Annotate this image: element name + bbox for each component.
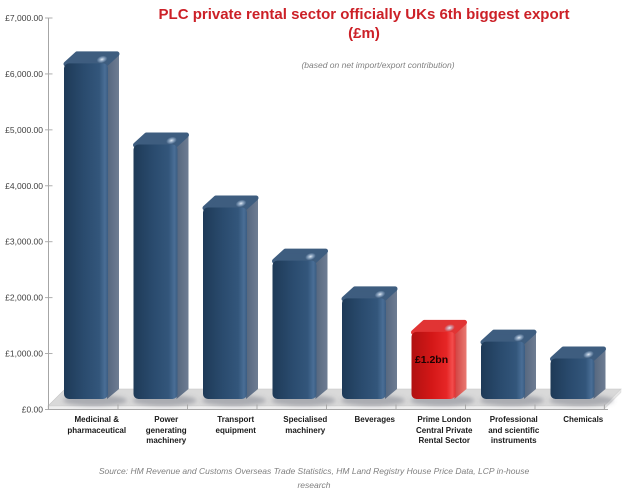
- y-tick-label: £6,000.00: [5, 69, 43, 79]
- bar-glint: [96, 55, 108, 64]
- bar-side-face: [315, 251, 328, 399]
- bar-side-face: [593, 349, 606, 399]
- source-line-1: Source: HM Revenue and Customs Overseas …: [98, 466, 530, 476]
- bar-top-face: [550, 346, 606, 362]
- x-axis: [48, 404, 608, 410]
- source-note: Source: HM Revenue and Customs Overseas …: [0, 464, 628, 492]
- chart-title: PLC private rental sector officially UKs…: [100, 5, 628, 43]
- y-tick-label: £3,000.00: [5, 237, 43, 247]
- bar-glint: [305, 252, 316, 261]
- plot-area: £1.2bn £0.00 £1,000.00 £2,000.00 £3,000.00 £4…: [5, 13, 622, 415]
- source-line-2: research: [297, 480, 331, 490]
- chart-subtitle: (based on net import/export contribution…: [301, 60, 455, 70]
- bar-front-face: [272, 260, 317, 399]
- y-tick-label: £2,000.00: [5, 293, 43, 303]
- bar-front-face: [411, 331, 456, 399]
- y-tick-label: £4,000.00: [5, 181, 43, 191]
- bar-glint: [235, 199, 247, 208]
- bar: [271, 248, 336, 406]
- bar-top-face: [133, 132, 189, 148]
- bar-top-face: [63, 51, 120, 67]
- bar-top-face: [272, 248, 328, 264]
- chart-title-line-1: PLC private rental sector officially UKs…: [158, 6, 570, 23]
- bar-glint: [583, 350, 594, 359]
- bar-side-face: [107, 54, 119, 400]
- bar-top-face: [480, 329, 537, 345]
- y-tick-label: £1,000.00: [5, 349, 43, 359]
- bar: [549, 346, 614, 406]
- bar-front-face: [133, 144, 178, 399]
- bar-front-face: [64, 63, 108, 400]
- bar-side-face: [524, 332, 536, 399]
- bar-side-face: [385, 289, 397, 399]
- bar-top-face: [202, 195, 259, 211]
- y-tick-label: £0.00: [22, 405, 44, 415]
- bar: [202, 195, 266, 406]
- bar: [63, 51, 127, 406]
- bar-glint: [513, 333, 525, 342]
- y-axis: £0.00 £1,000.00 £2,000.00 £3,000.00 £4,000.0…: [5, 13, 53, 415]
- bar-front-face: [550, 358, 595, 399]
- floor-front-edge: [47, 405, 605, 410]
- bar-top-face: [341, 286, 398, 302]
- bar-side-face: [246, 198, 258, 399]
- bar-glint: [166, 136, 177, 145]
- bar-glint: [374, 290, 386, 299]
- y-tick-label: £5,000.00: [5, 125, 43, 135]
- y-tick-label: £7,000.00: [5, 13, 43, 23]
- bar-value-label: £1.2bn: [415, 354, 448, 366]
- bar-top-face: [411, 319, 467, 335]
- bar-side-face: [454, 322, 467, 399]
- bar-front-face: [481, 341, 525, 399]
- bar-highlight: £1.2bn: [410, 319, 475, 406]
- bar-front-face: [203, 207, 247, 399]
- bar-side-face: [176, 135, 189, 399]
- bar: [341, 286, 405, 406]
- bar-front-face: [342, 298, 386, 399]
- bar: [480, 329, 544, 406]
- bar: [132, 132, 197, 406]
- chart-title-line-2: (£m): [348, 25, 380, 42]
- bar-glint: [444, 324, 455, 332]
